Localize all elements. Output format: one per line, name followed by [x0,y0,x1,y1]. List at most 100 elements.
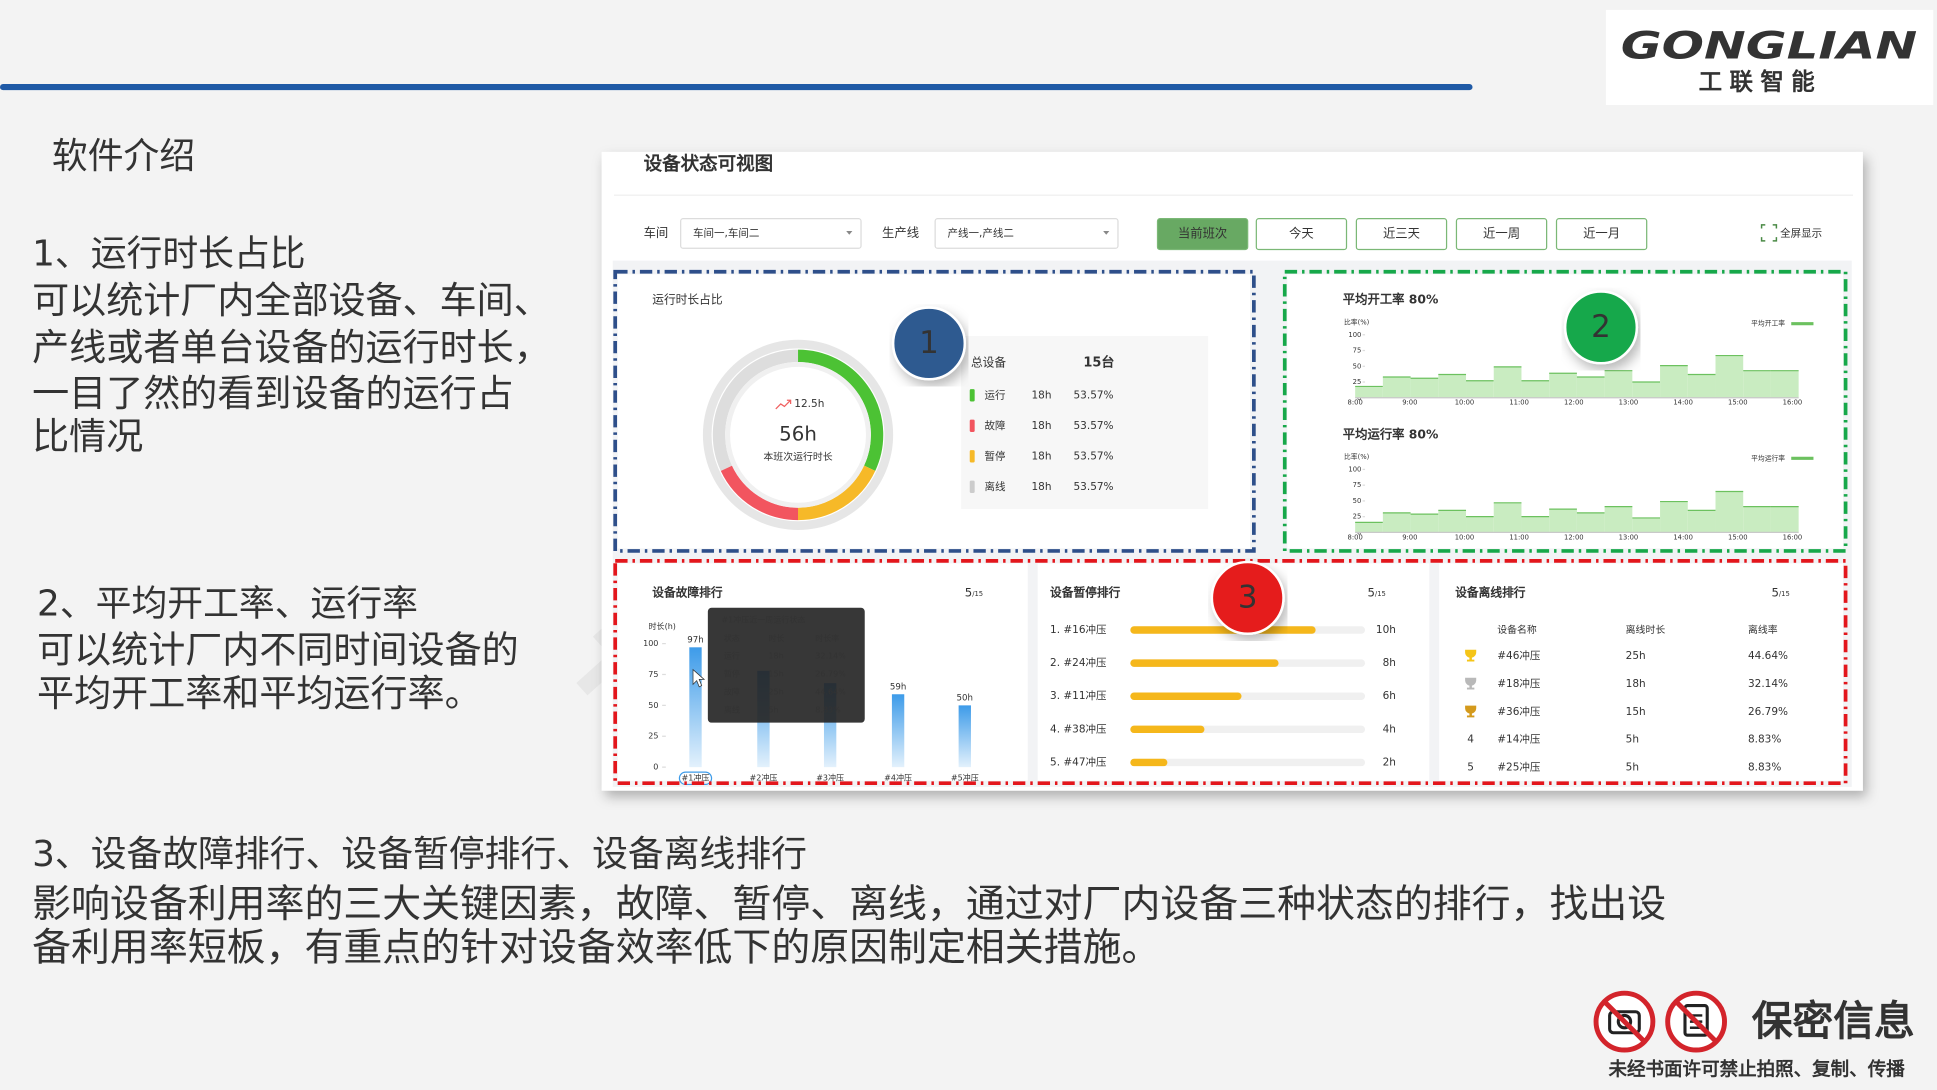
legend-name: 故障 [985,419,1007,432]
table-cell: #18冲压 [1497,677,1541,690]
slide-title: 软件介绍 [52,136,195,177]
tooltip-header: 时长率 [815,633,839,643]
area-step [1466,516,1494,533]
no-copy-slash [1674,1000,1718,1044]
rank-label: 5 [1467,762,1474,774]
filter-label: 生产线 [882,226,919,240]
x-tick-label: 15:00 [1728,533,1748,541]
donut-segment [720,465,799,521]
chart-title: 平均开工率 80% [1343,292,1439,307]
category-label: 1. #16冲压 [1050,623,1107,636]
tooltip-cell: 运行 [724,650,740,660]
device-label: 总设备 [971,356,1006,370]
section-heading: 3、设备故障排行、设备暂停排行、设备离线排行 [32,834,807,875]
value-label: 97h [687,635,703,645]
area-step [1410,378,1439,398]
legend-swatch [969,389,975,402]
y-tick-label: 75 [1353,481,1362,489]
y-tick-label: 25 [1353,513,1362,521]
donut-segment [712,349,799,471]
callout-number: 3 [1238,580,1258,616]
legend-name: 离线 [985,480,1007,493]
bar [1130,725,1205,734]
camera-icon [1608,1010,1641,1035]
x-tick-label: 11:00 [1509,399,1529,407]
no-copy-slash [1602,1000,1646,1044]
logo-box [1605,9,1934,106]
runtime-trend: 12.5h [794,398,824,410]
table-cell: #14冲压 [1497,733,1541,746]
bar-track [1130,758,1366,767]
table-cell: 25h [1626,650,1646,662]
select-caret [846,231,853,235]
chart-title: 平均运行率 80% [1343,426,1439,441]
range-button[interactable] [1455,218,1548,251]
device-count: 15台 [1083,355,1114,371]
range-button-label: 今天 [1289,226,1314,241]
table-cell: #36冲压 [1497,705,1541,718]
tooltip-cell: 44.64% [815,688,846,697]
bar [1130,758,1168,767]
area-step [1438,374,1467,398]
range-button[interactable] [1255,218,1348,251]
legend-label: 平均运行率 [1751,453,1785,462]
page-current: 5 [1771,585,1778,599]
area-step [1438,510,1467,533]
y-axis-label: 时长(h) [649,621,676,631]
card [1439,563,1844,781]
area-step [1687,374,1716,398]
tooltip-cell: 25h [768,688,783,697]
range-button[interactable] [1355,218,1448,251]
content: GONGLIAN工联智能软件介绍非会员水印1、运行时长占比可以统计厂内全部设备、… [0,9,1934,1080]
category-label: 5. #47冲压 [1050,755,1107,768]
x-tick-label: 10:00 [1455,399,1475,407]
x-tick-label: 8:00 [1348,399,1363,407]
tooltip-cell: 暂停 [724,668,740,678]
filter-select[interactable] [934,218,1119,249]
y-tick-label: 75 [1353,347,1362,355]
area-step [1521,380,1550,398]
table-cell: 8.83% [1748,734,1781,746]
y-axis-label: 比率(%) [1344,317,1370,326]
cursor [692,668,706,688]
callout-badge [1563,290,1639,365]
page-total: /15 [1779,590,1790,598]
range-button-label: 近一月 [1583,227,1620,241]
confidential-label: 保密信息 [1752,997,1915,1045]
tooltip-cell: 32.14% [815,651,846,660]
area-step [1410,514,1439,533]
area-step [1576,512,1605,533]
callout-number: 2 [1591,309,1611,345]
fullscreen-icon [1760,224,1778,242]
fullscreen-button[interactable]: 全屏显示 [1780,226,1822,239]
legend-name: 运行 [985,388,1007,401]
x-tick-label: 13:00 [1619,533,1639,541]
bar [1130,626,1316,634]
area-step [1355,386,1383,398]
legend-label: 平均开工率 [1751,319,1785,328]
logo-name: 工联智能 [1699,67,1823,95]
legend-hours: 18h [1032,450,1052,462]
tooltip-cell: 26.79% [815,669,846,678]
select-caret [1103,231,1110,235]
filter-select[interactable] [680,218,862,249]
tooltip-cell: 18h [768,651,783,660]
runtime-caption: 本班次运行时长 [763,450,832,463]
tooltip-header: 时长 [768,633,784,643]
card-title: 设备离线排行 [1455,585,1526,599]
page-total: /15 [1375,590,1386,598]
tooltip [707,607,865,723]
x-tick-label: 9:00 [1402,399,1417,407]
logo-brand: GONGLIAN [1621,25,1917,68]
y-tick-label: 0 [653,763,658,772]
range-button[interactable] [1555,218,1648,251]
tooltip-cell: 离线 [724,705,740,715]
range-button-label: 当前班次 [1178,226,1227,241]
runtime-total: 56h [779,422,817,445]
range-button[interactable] [1156,218,1249,251]
legend-hours: 18h [1032,389,1052,401]
rank-label: 4 [1467,734,1474,746]
bar [689,647,702,768]
